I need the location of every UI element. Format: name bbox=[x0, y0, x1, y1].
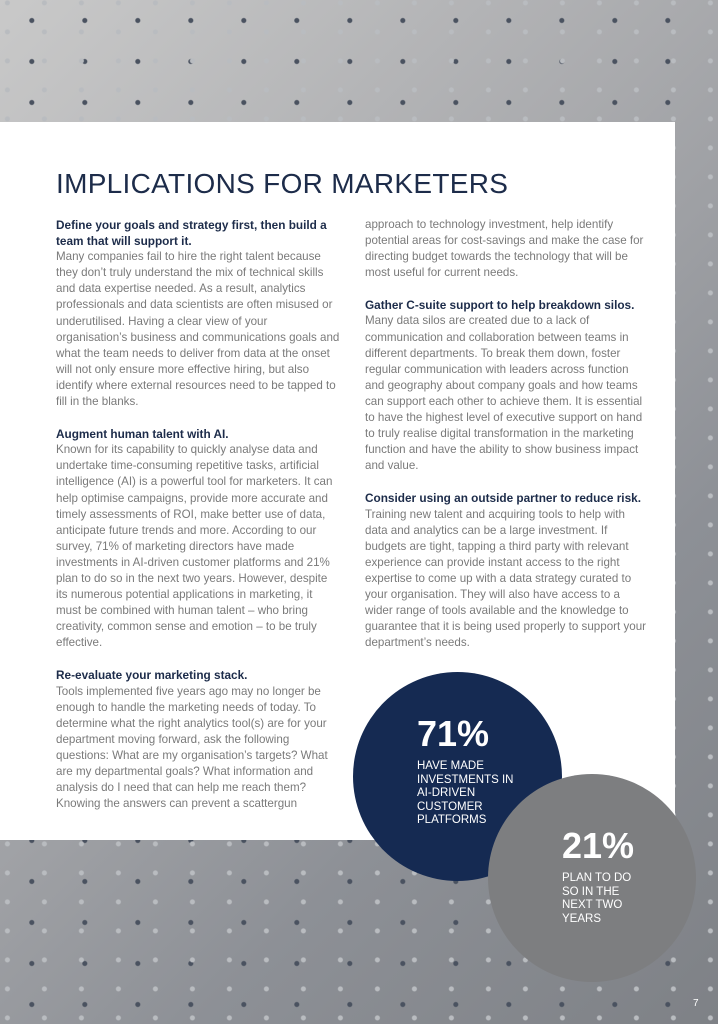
page-title: IMPLICATIONS FOR MARKETERS bbox=[56, 168, 509, 199]
section-c-suite: Gather C-suite support to help breakdown… bbox=[365, 297, 649, 474]
section-heading: Augment human talent with AI. bbox=[56, 427, 229, 442]
section-marketing-stack: Re-evaluate your marketing stack. Tools … bbox=[56, 667, 340, 812]
section-heading: Re-evaluate your marketing stack. bbox=[56, 668, 248, 683]
stat-value: 21% bbox=[562, 825, 635, 866]
section-body: approach to technology investment, help … bbox=[365, 218, 644, 280]
stat-circle-21: 21% PLAN TO DO SO IN THE NEXT TWO YEARS bbox=[488, 774, 696, 982]
section-body: Known for its capability to quickly anal… bbox=[56, 443, 333, 650]
section-augment-ai: Augment human talent with AI. Known for … bbox=[56, 426, 340, 651]
section-heading: Gather C-suite support to help breakdown… bbox=[365, 298, 635, 313]
stat-value: 71% bbox=[417, 713, 490, 754]
section-marketing-stack-continued: approach to technology investment, help … bbox=[365, 217, 649, 281]
section-define-goals: Define your goals and strategy first, th… bbox=[56, 217, 340, 410]
stat-circle-71: 71% HAVE MADE INVESTMENTS IN AI-DRIVEN C… bbox=[353, 672, 562, 881]
content-panel bbox=[0, 122, 675, 840]
section-heading: Define your goals and strategy first, th… bbox=[56, 218, 327, 249]
section-heading: Consider using an outside partner to red… bbox=[365, 491, 641, 506]
page-number: 7 bbox=[693, 998, 699, 1009]
right-column: approach to technology investment, help … bbox=[365, 217, 649, 667]
section-body: Training new talent and acquiring tools … bbox=[365, 507, 647, 650]
stat-label: HAVE MADE INVESTMENTS IN AI-DRIVEN CUSTO… bbox=[417, 760, 514, 826]
section-body: Tools implemented five years ago may no … bbox=[56, 684, 328, 811]
section-body: Many data silos are created due to a lac… bbox=[365, 314, 643, 473]
section-body: Many companies fail to hire the right ta… bbox=[56, 250, 340, 409]
left-column: Define your goals and strategy first, th… bbox=[56, 217, 340, 828]
section-outside-partner: Consider using an outside partner to red… bbox=[365, 490, 649, 651]
stat-label: PLAN TO DO SO IN THE NEXT TWO YEARS bbox=[562, 872, 632, 925]
